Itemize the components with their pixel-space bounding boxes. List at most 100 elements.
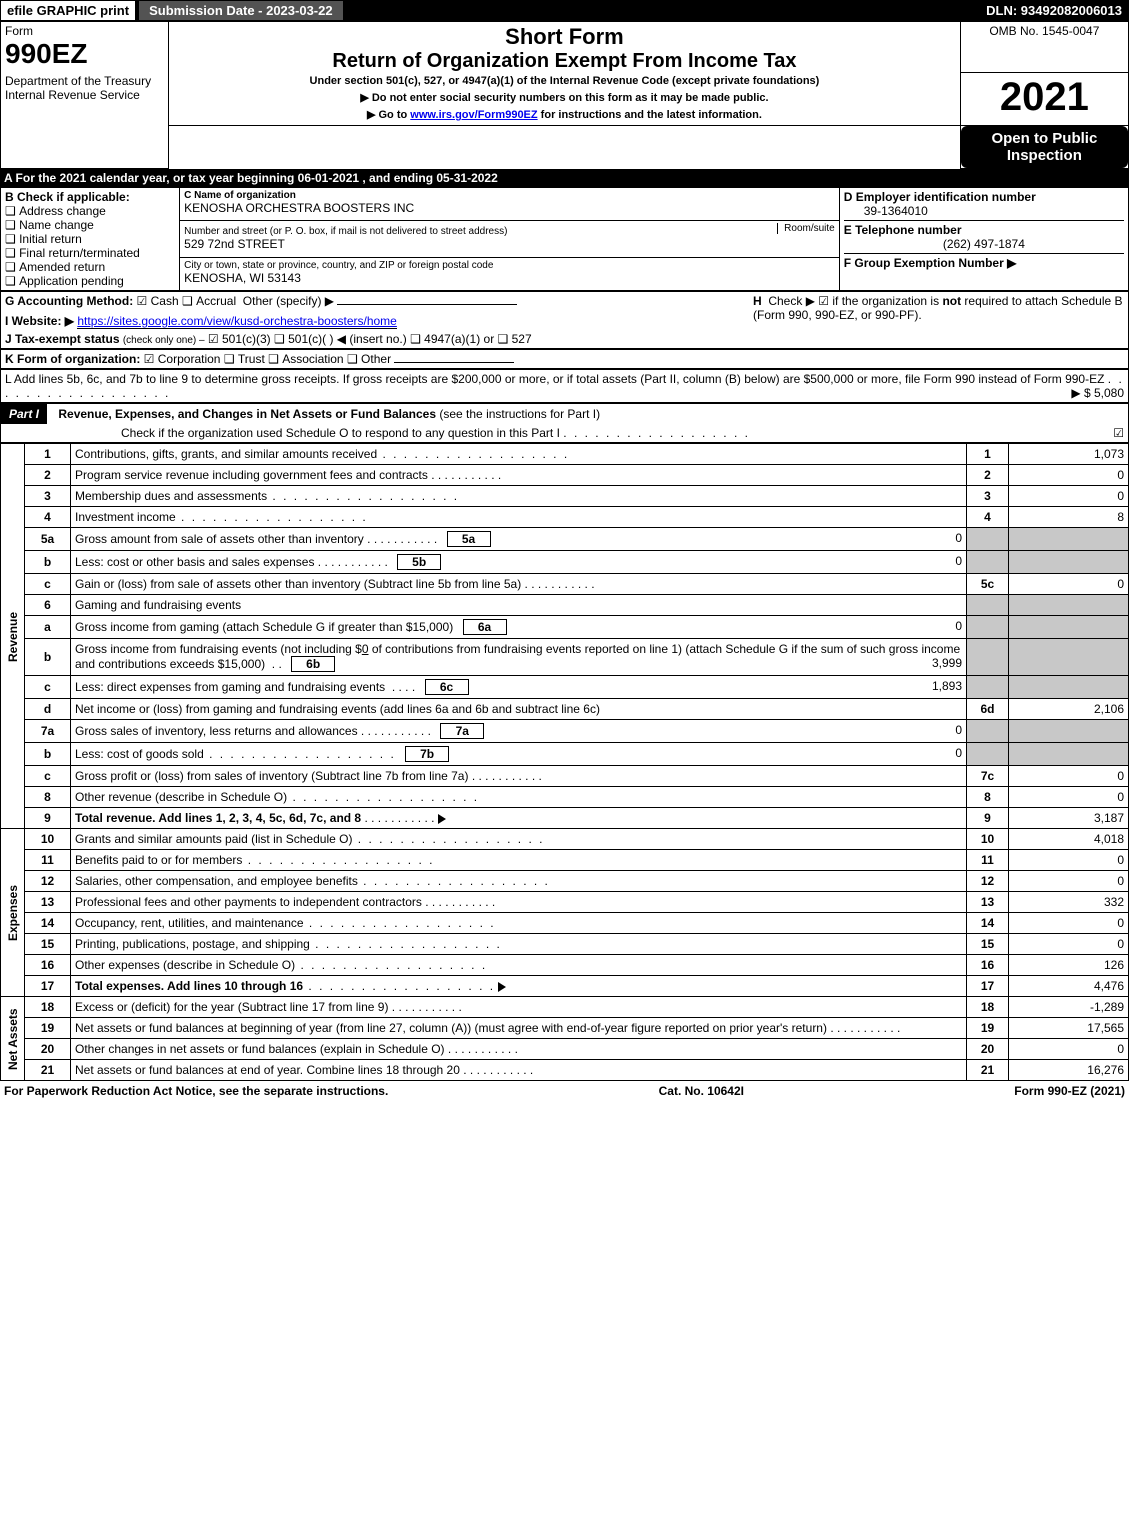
line8-amt: 0 (1009, 787, 1129, 808)
line7a-amt: 0 (882, 723, 962, 737)
top-bar: efile GRAPHIC print Submission Date - 20… (0, 0, 1129, 21)
dept-treasury: Department of the Treasury (5, 74, 164, 88)
b-final-return[interactable]: ❑ Final return/terminated (5, 246, 175, 260)
bcdef-table: B Check if applicable: ❑ Address change … (0, 187, 1129, 291)
arrow-icon (498, 982, 506, 992)
street-address: 529 72nd STREET (184, 237, 835, 251)
j-501c[interactable]: ❑ (274, 332, 288, 346)
b-address-change[interactable]: ❑ Address change (5, 204, 175, 218)
line21-amt: 16,276 (1009, 1060, 1129, 1081)
line5a-amt: 0 (882, 531, 962, 545)
footer-catno: Cat. No. 10642I (659, 1084, 744, 1098)
g-cash[interactable]: ☑ (137, 294, 151, 308)
h-check[interactable]: ☑ (818, 294, 829, 308)
addr-label: Number and street (or P. O. box, if mail… (184, 226, 507, 237)
k-trust[interactable]: ❑ (224, 352, 238, 366)
line6a-amt: 0 (882, 619, 962, 633)
k-other[interactable]: ❑ (347, 352, 361, 366)
form-word: Form (5, 24, 164, 38)
b-initial-return[interactable]: ❑ Initial return (5, 232, 175, 246)
g-label: G Accounting Method: (5, 294, 133, 308)
header-table: Form 990EZ Short Form Return of Organiza… (0, 21, 1129, 169)
lines-table: Revenue 1Contributions, gifts, grants, a… (0, 443, 1129, 1081)
expenses-label: Expenses (1, 829, 25, 997)
goto-line: ▶ Go to www.irs.gov/Form990EZ for instru… (173, 106, 956, 123)
k-corp[interactable]: ☑ (144, 352, 158, 366)
line3-amt: 0 (1009, 486, 1129, 507)
j-label: J Tax-exempt status (5, 332, 120, 346)
line9-amt: 3,187 (1009, 808, 1129, 829)
j-4947[interactable]: ❑ (410, 332, 424, 346)
line13-amt: 332 (1009, 892, 1129, 913)
return-title: Return of Organization Exempt From Incom… (173, 50, 956, 73)
line1-amt: 1,073 (1009, 444, 1129, 465)
d-label: D Employer identification number (844, 190, 1124, 204)
l-row: L Add lines 5b, 6c, and 7b to line 9 to … (1, 370, 1129, 403)
h-label: H (753, 294, 762, 308)
gross-receipts: 5,080 (1094, 386, 1124, 400)
line6b-amt: 3,999 (882, 656, 962, 670)
line6d-amt: 2,106 (1009, 699, 1129, 720)
line19-amt: 17,565 (1009, 1018, 1129, 1039)
org-name: KENOSHA ORCHESTRA BOOSTERS INC (184, 201, 835, 215)
j-501c3[interactable]: ☑ (208, 332, 222, 346)
line5c-amt: 0 (1009, 574, 1129, 595)
line16-amt: 126 (1009, 955, 1129, 976)
line11-amt: 0 (1009, 850, 1129, 871)
footer-right: Form 990-EZ (2021) (1014, 1084, 1125, 1098)
b-pending[interactable]: ❑ Application pending (5, 274, 175, 288)
open-public: Open to Public Inspection (961, 126, 1128, 168)
k-row: K Form of organization: ☑ Corporation ❑ … (1, 350, 1129, 369)
form-number: 990EZ (5, 38, 164, 70)
line15-amt: 0 (1009, 934, 1129, 955)
j-527[interactable]: ❑ (498, 332, 512, 346)
line20-amt: 0 (1009, 1039, 1129, 1060)
telephone: (262) 497-1874 (844, 237, 1124, 251)
line14-amt: 0 (1009, 913, 1129, 934)
line4-amt: 8 (1009, 507, 1129, 528)
gh-table: G Accounting Method: ☑ Cash ❑ Accrual Ot… (0, 291, 1129, 349)
ein: 39-1364010 (844, 204, 1124, 218)
line7b-amt: 0 (882, 746, 962, 760)
footer: For Paperwork Reduction Act Notice, see … (0, 1081, 1129, 1101)
dln: DLN: 93492082006013 (980, 1, 1128, 20)
g-accrual[interactable]: ❑ (182, 294, 196, 308)
b-amended[interactable]: ❑ Amended return (5, 260, 175, 274)
g-other[interactable]: Other (specify) ▶ (243, 294, 334, 308)
b-label: B Check if applicable: (5, 190, 175, 204)
arrow-icon (438, 814, 446, 824)
e-label: E Telephone number (844, 220, 1124, 237)
part1-label: Part I (1, 404, 47, 424)
city-label: City or town, state or province, country… (184, 260, 835, 271)
line6c-amt: 1,893 (882, 679, 962, 693)
part1-schedo: Check if the organization used Schedule … (121, 426, 560, 440)
city-state-zip: KENOSHA, WI 53143 (184, 271, 835, 285)
omb-number: OMB No. 1545-0047 (965, 24, 1124, 38)
b-name-change[interactable]: ❑ Name change (5, 218, 175, 232)
line12-amt: 0 (1009, 871, 1129, 892)
room-label: Room/suite (777, 223, 835, 234)
short-form-title: Short Form (173, 24, 956, 50)
website-link[interactable]: https://sites.google.com/view/kusd-orche… (77, 314, 396, 329)
f-label: F Group Exemption Number ▶ (844, 253, 1124, 270)
line10-amt: 4,018 (1009, 829, 1129, 850)
ssn-notice: ▶ Do not enter social security numbers o… (173, 89, 956, 106)
part1-header-row: Part I Revenue, Expenses, and Changes in… (1, 404, 1129, 443)
part1-heading: Revenue, Expenses, and Changes in Net As… (50, 407, 436, 421)
line7c-amt: 0 (1009, 766, 1129, 787)
i-label: I Website: ▶ (5, 314, 74, 328)
irs-label: Internal Revenue Service (5, 88, 164, 102)
under-section: Under section 501(c), 527, or 4947(a)(1)… (173, 73, 956, 89)
efile-label[interactable]: efile GRAPHIC print (1, 1, 135, 20)
section-a: A For the 2021 calendar year, or tax yea… (0, 169, 1129, 187)
schedo-check[interactable]: ☑ (1113, 426, 1124, 440)
irs-link[interactable]: www.irs.gov/Form990EZ (410, 109, 537, 121)
line2-amt: 0 (1009, 465, 1129, 486)
tax-year: 2021 (960, 72, 1128, 126)
k-assoc[interactable]: ❑ (268, 352, 282, 366)
line18-amt: -1,289 (1009, 997, 1129, 1018)
footer-left: For Paperwork Reduction Act Notice, see … (4, 1084, 388, 1098)
line5b-amt: 0 (882, 554, 962, 568)
line17-amt: 4,476 (1009, 976, 1129, 997)
c-name-label: C Name of organization (184, 190, 835, 201)
